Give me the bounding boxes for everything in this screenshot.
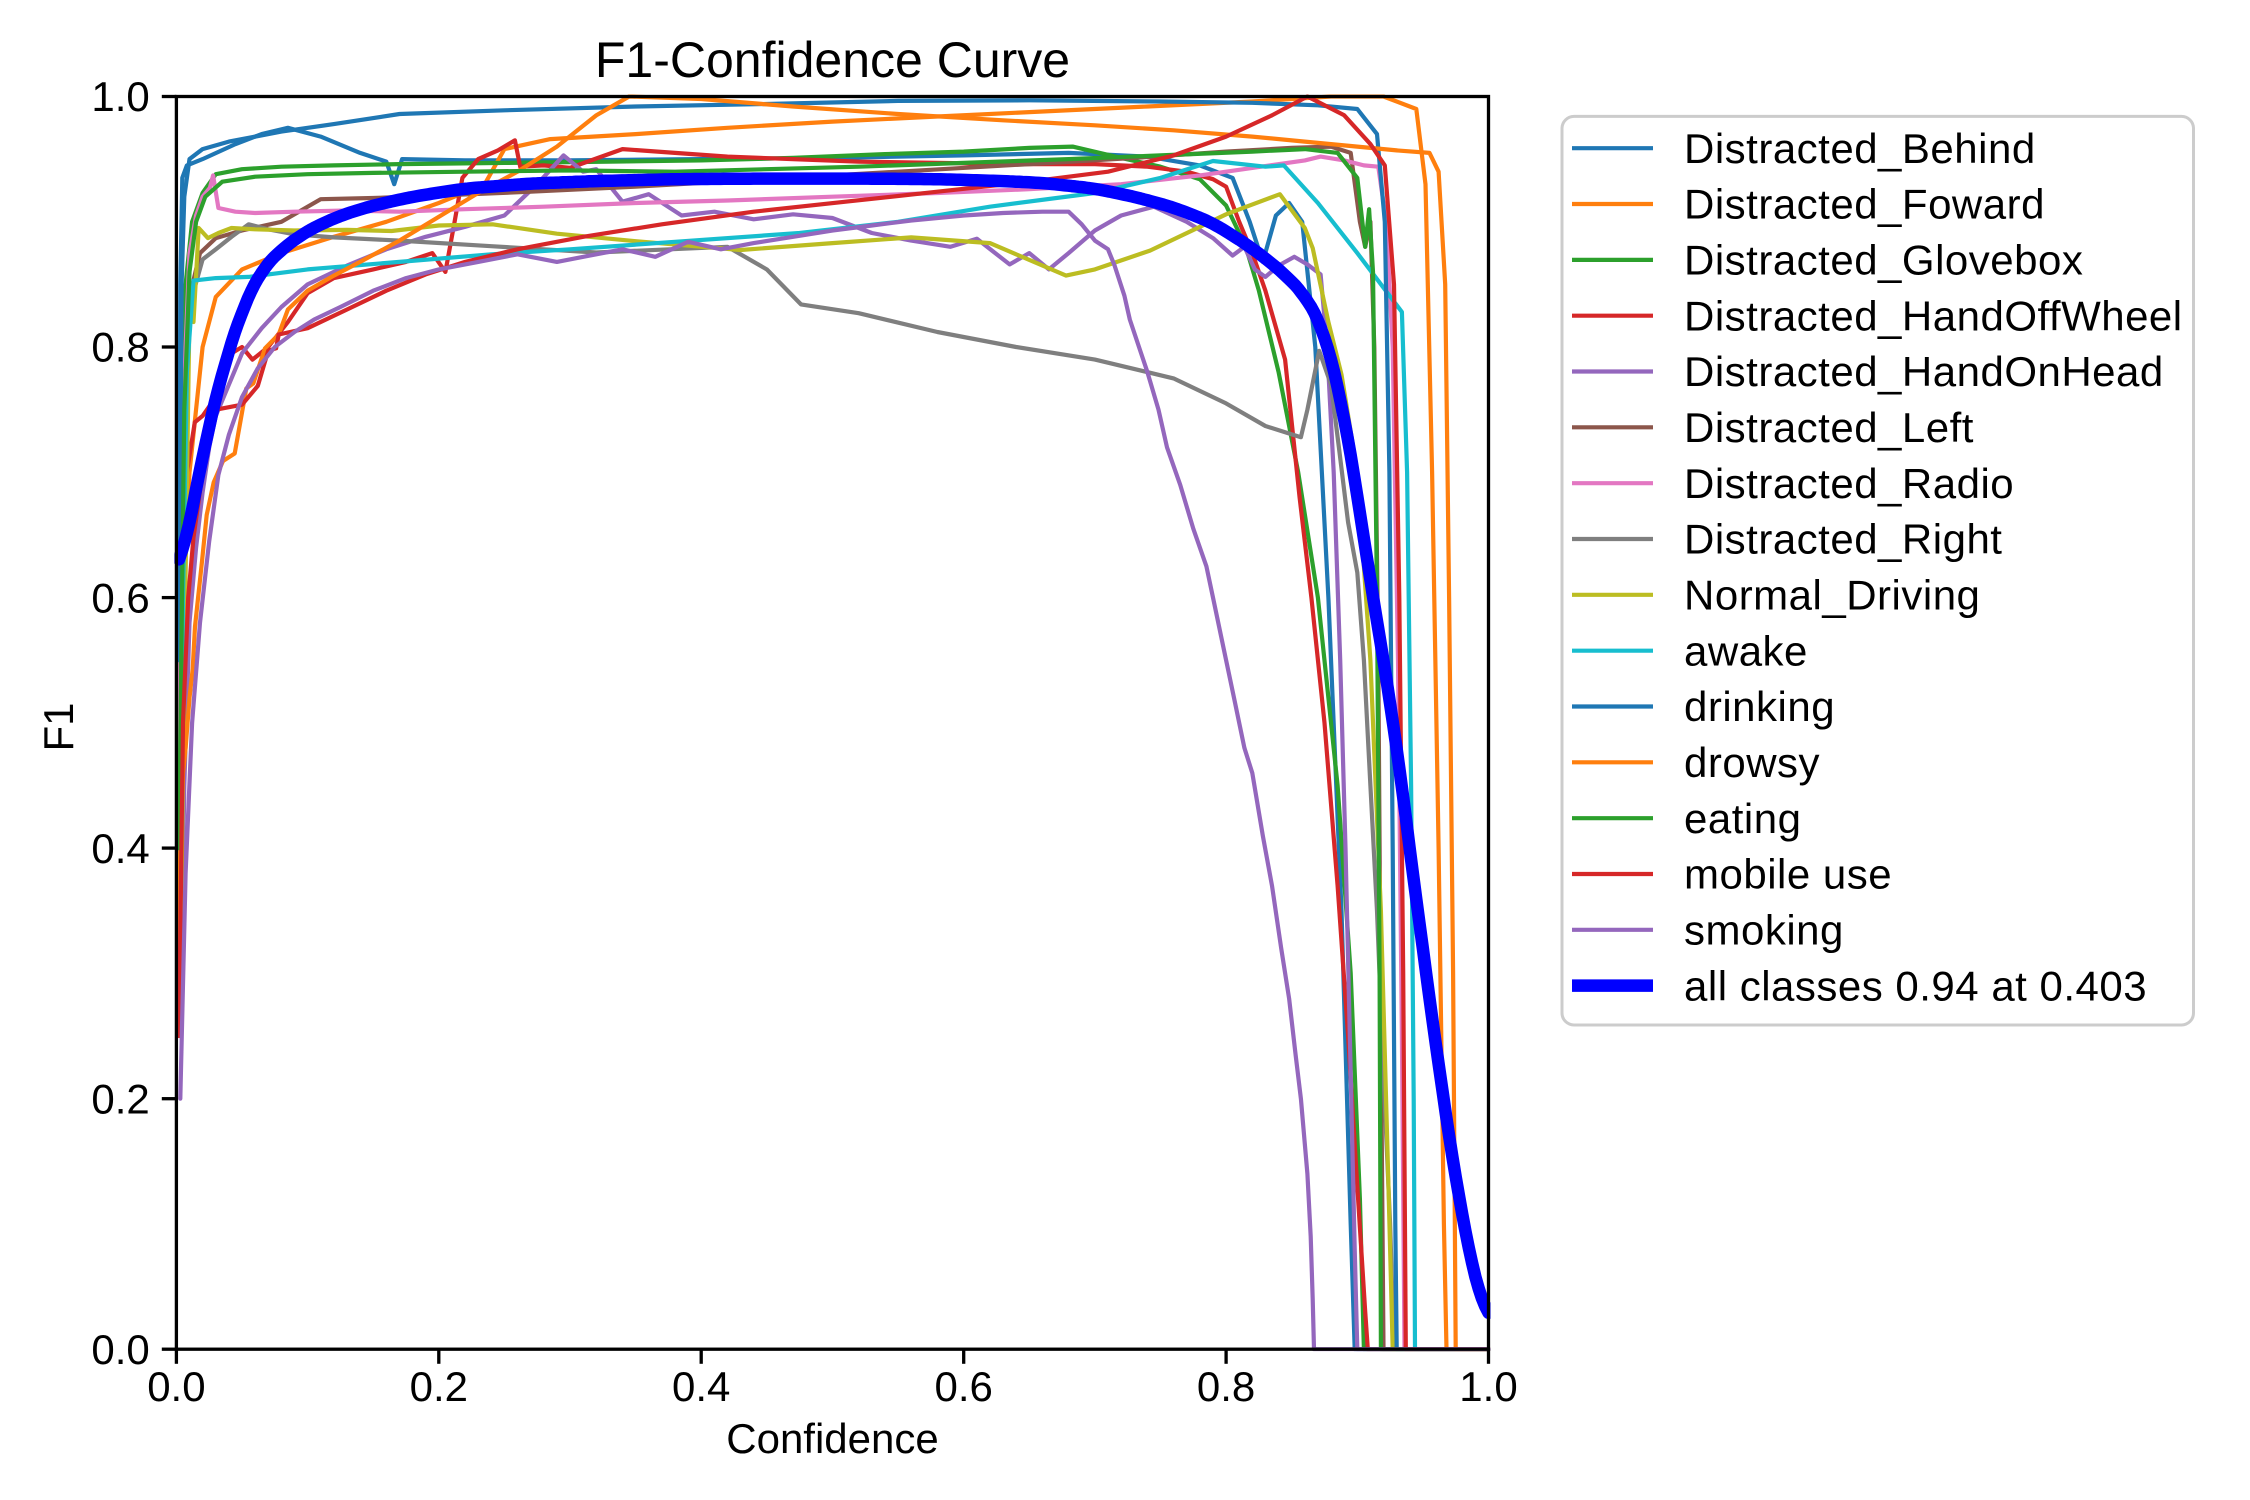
- svg-text:F1-Confidence Curve: F1-Confidence Curve: [595, 32, 1070, 88]
- svg-text:drowsy: drowsy: [1684, 739, 1820, 786]
- svg-text:Distracted_Glovebox: Distracted_Glovebox: [1684, 237, 2083, 284]
- svg-text:Distracted_HandOffWheel: Distracted_HandOffWheel: [1684, 292, 2183, 339]
- svg-text:eating: eating: [1684, 795, 1801, 842]
- svg-text:Normal_Driving: Normal_Driving: [1684, 572, 1980, 619]
- svg-text:all classes 0.94 at 0.403: all classes 0.94 at 0.403: [1684, 962, 2147, 1009]
- svg-text:mobile use: mobile use: [1684, 851, 1892, 898]
- svg-text:F1: F1: [35, 702, 82, 751]
- svg-text:Distracted_Radio: Distracted_Radio: [1684, 460, 2014, 507]
- svg-text:0.0: 0.0: [91, 1326, 149, 1373]
- svg-text:0.4: 0.4: [672, 1363, 730, 1410]
- svg-text:0.4: 0.4: [91, 825, 149, 872]
- svg-text:0.2: 0.2: [410, 1363, 468, 1410]
- svg-text:0.8: 0.8: [91, 324, 149, 371]
- svg-text:smoking: smoking: [1684, 907, 1844, 954]
- svg-text:Distracted_Right: Distracted_Right: [1684, 516, 2002, 563]
- svg-text:1.0: 1.0: [1459, 1363, 1517, 1410]
- svg-text:0.8: 0.8: [1197, 1363, 1255, 1410]
- svg-text:1.0: 1.0: [91, 73, 149, 120]
- svg-text:drinking: drinking: [1684, 683, 1835, 730]
- svg-text:Distracted_Behind: Distracted_Behind: [1684, 125, 2036, 172]
- svg-text:Distracted_Left: Distracted_Left: [1684, 404, 1974, 451]
- svg-text:Distracted_Foward: Distracted_Foward: [1684, 181, 2045, 228]
- svg-text:Confidence: Confidence: [726, 1415, 938, 1462]
- svg-text:awake: awake: [1684, 627, 1808, 674]
- svg-text:0.6: 0.6: [91, 574, 149, 621]
- svg-text:0.6: 0.6: [935, 1363, 993, 1410]
- svg-text:0.0: 0.0: [147, 1363, 205, 1410]
- svg-text:Distracted_HandOnHead: Distracted_HandOnHead: [1684, 348, 2164, 395]
- svg-text:0.2: 0.2: [91, 1075, 149, 1122]
